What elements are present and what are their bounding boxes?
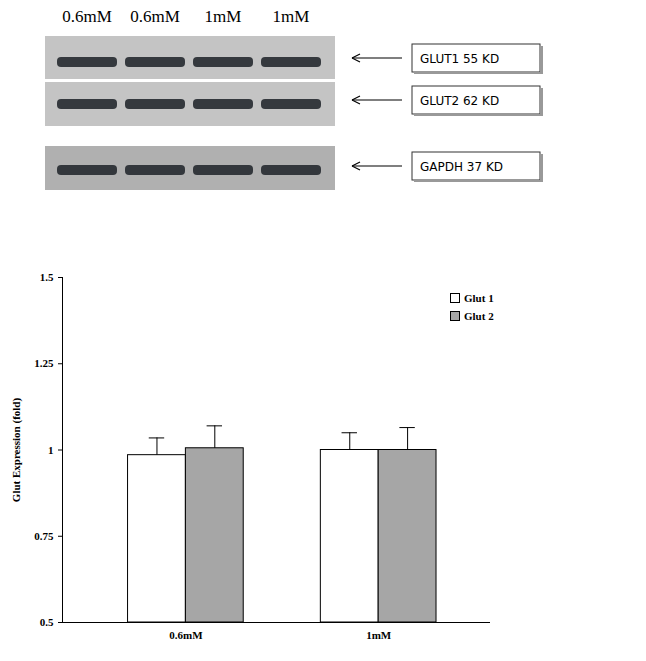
svg-text:1.25: 1.25 — [34, 357, 54, 369]
svg-text:1mM: 1mM — [273, 7, 310, 26]
svg-text:0.6mM: 0.6mM — [169, 629, 203, 641]
svg-text:0.6mM: 0.6mM — [130, 7, 180, 26]
svg-text:1mM: 1mM — [205, 7, 242, 26]
svg-text:0.75: 0.75 — [34, 530, 54, 542]
html-text:Glut 1: Glut 1 — [464, 292, 494, 304]
svg-text:0.6mM: 0.6mM — [62, 7, 112, 26]
svg-text:GLUT1 55 KD: GLUT1 55 KD — [420, 52, 499, 66]
svg-text:GAPDH 37 KD: GAPDH 37 KD — [420, 160, 503, 174]
svg-text:Glut Expression (fold): Glut Expression (fold) — [10, 398, 23, 503]
svg-text:1: 1 — [48, 444, 54, 456]
svg-text:0.5: 0.5 — [40, 616, 54, 628]
svg-text:1.5: 1.5 — [40, 271, 54, 283]
svg-text:1mM: 1mM — [366, 629, 392, 641]
svg-text:GLUT2 62 KD: GLUT2 62 KD — [420, 94, 499, 108]
html-text:Glut 2: Glut 2 — [464, 310, 494, 322]
